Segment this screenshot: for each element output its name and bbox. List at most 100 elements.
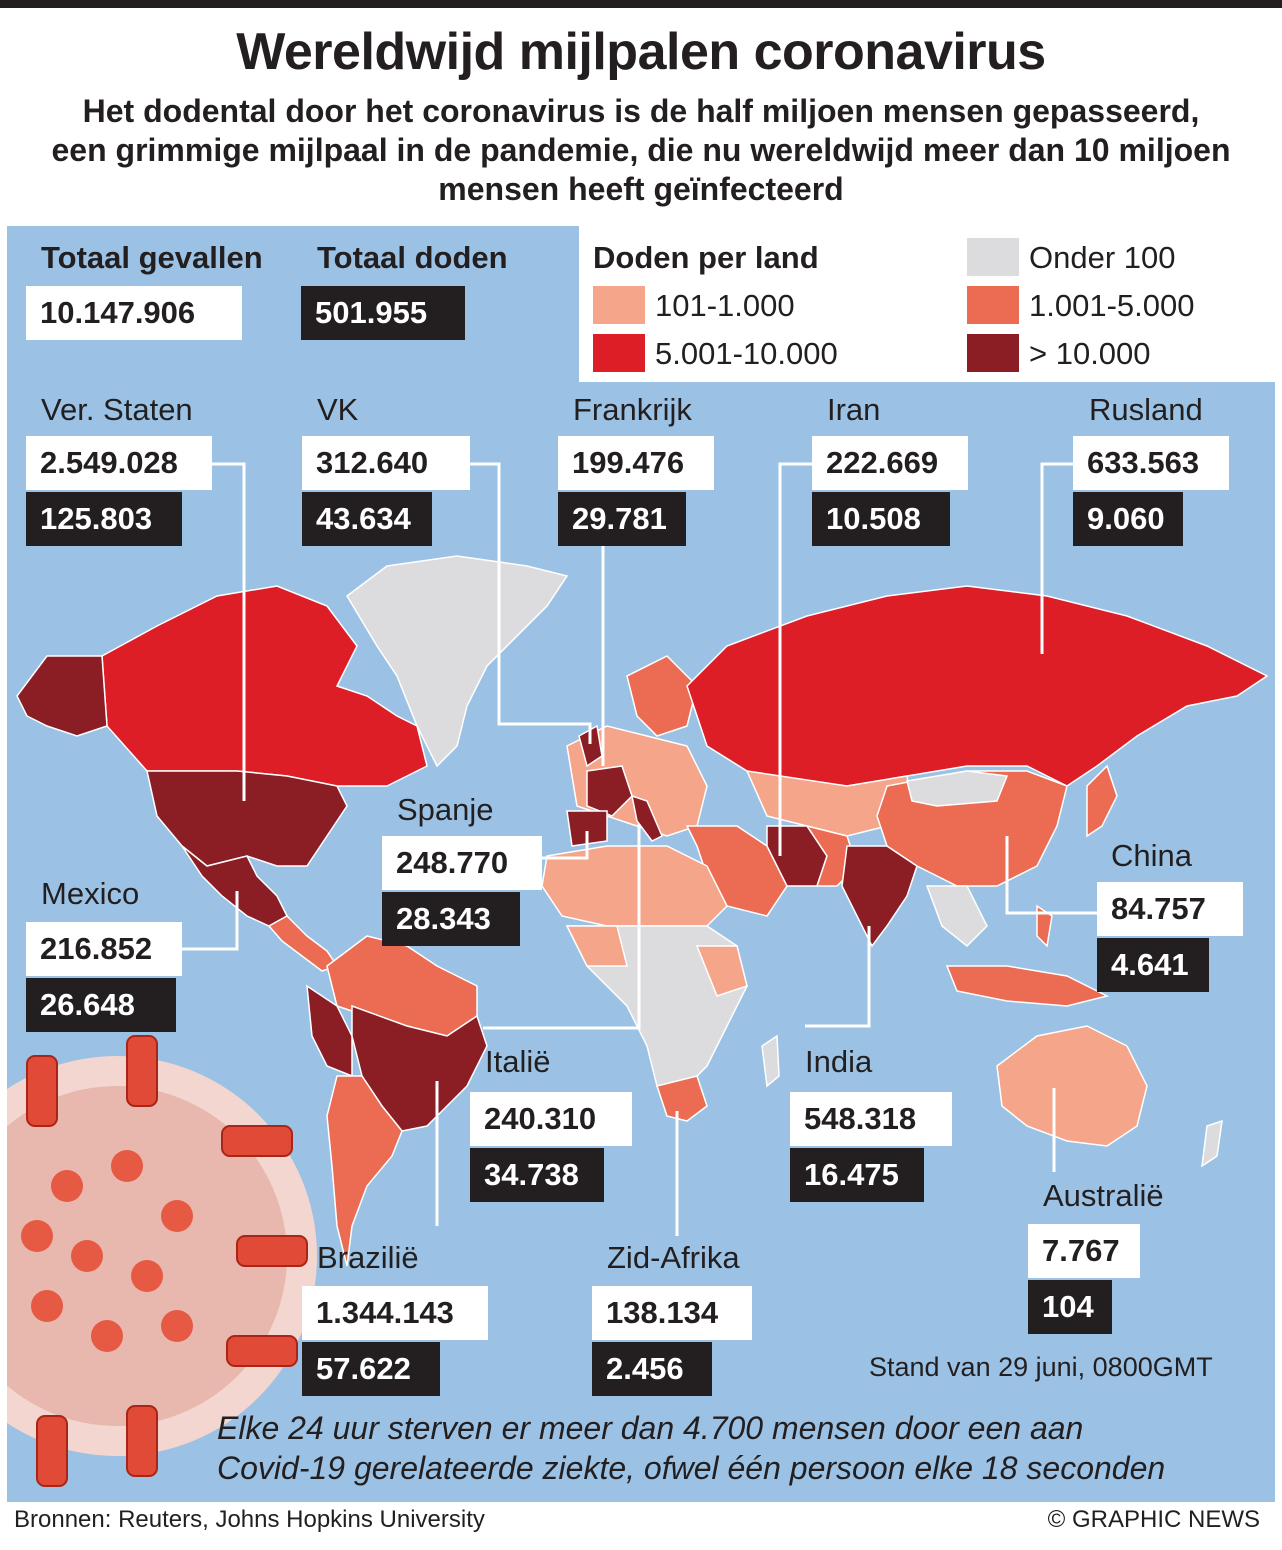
total-cases-value: 10.147.906 [26, 286, 242, 340]
connector-italy [483, 824, 641, 1030]
country-cases-india: 548.318 [790, 1092, 952, 1146]
greenland-shape [346, 555, 569, 768]
italy-shape [631, 794, 663, 842]
country-deaths-italy: 34.738 [470, 1148, 604, 1202]
country-name-us: Ver. Staten [41, 392, 193, 427]
legend: Doden per land Onder 100 101-1.000 1.001… [579, 226, 1275, 382]
world-map [7, 462, 1269, 1487]
legend-label: > 10.000 [1029, 336, 1151, 371]
new-zealand-shape [1201, 1119, 1223, 1168]
country-cases-mexico: 216.852 [26, 922, 182, 976]
country-name-south-africa: Zid-Afrika [607, 1240, 740, 1275]
connector-china [1005, 836, 1101, 915]
legend-label: 101-1.000 [655, 288, 795, 323]
total-deaths-value: 501.955 [301, 286, 465, 340]
subtitle-line: Het dodental door het coronavirus is de … [82, 93, 1200, 129]
mongolia-shape [906, 770, 1009, 807]
legend-swatch [967, 334, 1019, 372]
sources: Bronnen: Reuters, Johns Hopkins Universi… [14, 1506, 485, 1533]
country-deaths-iran: 10.508 [812, 492, 950, 546]
total-deaths-label: Totaal doden [317, 240, 508, 275]
country-cases-spain: 248.770 [382, 836, 542, 890]
country-name-china: China [1111, 838, 1192, 873]
country-name-iran: Iran [827, 392, 881, 427]
virus-illustration [7, 1035, 317, 1487]
map-panel: Totaal gevallen 10.147.906 Totaal doden … [7, 226, 1275, 1502]
legend-label: 1.001-5.000 [1029, 288, 1195, 323]
legend-swatch [967, 238, 1019, 276]
subtitle-line: een grimmige mijlpaal in de pandemie, di… [51, 132, 1231, 168]
russia-shape [686, 585, 1269, 787]
connector-us [207, 462, 246, 801]
central-america-shape [267, 915, 339, 972]
note-line: Elke 24 uur sterven er meer dan 4.700 me… [217, 1410, 1084, 1446]
south-america-north-shape [326, 935, 478, 1037]
legend-swatch [593, 286, 645, 324]
country-deaths-south-africa: 2.456 [592, 1342, 712, 1396]
east-africa-shape [695, 945, 748, 997]
note-line: Covid-19 gerelateerde ziekte, ofwel één … [217, 1450, 1166, 1486]
central-africa-shape [565, 925, 748, 1097]
country-cases-australia: 7.767 [1028, 1224, 1140, 1278]
connector-russia [1040, 462, 1074, 654]
country-name-mexico: Mexico [41, 876, 140, 911]
country-cases-brazil: 1.344.143 [302, 1286, 488, 1340]
madagascar-shape [761, 1034, 780, 1088]
country-cases-us: 2.549.028 [26, 436, 212, 490]
france-shape [586, 765, 633, 817]
country-cases-china: 84.757 [1097, 882, 1243, 936]
southern-cone-shape [326, 1075, 403, 1267]
subtitle-line: mensen heeft geïnfecteerd [438, 171, 844, 207]
timestamp: Stand van 29 juni, 0800GMT [869, 1352, 1213, 1382]
country-deaths-us: 125.803 [26, 492, 182, 546]
country-name-italy: Italië [485, 1044, 551, 1079]
australia-shape [996, 1025, 1148, 1147]
west-africa-shape [565, 925, 628, 967]
legend-swatch [967, 286, 1019, 324]
legend-title: Doden per land [593, 240, 819, 275]
country-name-brazil: Brazilië [317, 1240, 419, 1275]
country-deaths-spain: 28.343 [382, 892, 520, 946]
legend-label: 5.001-10.000 [655, 336, 838, 371]
country-cases-uk: 312.640 [302, 436, 470, 490]
connector-iran [778, 462, 822, 856]
country-deaths-russia: 9.060 [1073, 492, 1183, 546]
connector-mexico [182, 891, 239, 951]
country-deaths-uk: 43.634 [302, 492, 432, 546]
legend-swatch [593, 334, 645, 372]
note: Elke 24 uur sterven er meer dan 4.700 me… [217, 1408, 1257, 1488]
country-cases-russia: 633.563 [1073, 436, 1229, 490]
country-cases-south-africa: 138.134 [592, 1286, 752, 1340]
scandinavia-shape [626, 655, 698, 737]
middle-east-shape [685, 825, 788, 917]
japan-shape [1086, 764, 1118, 838]
connector-spain [541, 831, 589, 860]
spain-shape [566, 810, 608, 847]
country-cases-italy: 240.310 [470, 1092, 632, 1146]
subtitle: Het dodental door het coronavirus is de … [20, 92, 1262, 209]
country-deaths-brazil: 57.622 [302, 1342, 440, 1396]
south-africa-shape [656, 1075, 708, 1122]
credit: © GRAPHIC NEWS [1047, 1506, 1260, 1533]
country-deaths-mexico: 26.648 [26, 978, 176, 1032]
country-name-russia: Rusland [1089, 392, 1203, 427]
country-name-australia: Australië [1043, 1178, 1164, 1213]
country-name-uk: VK [317, 392, 359, 427]
country-name-india: India [805, 1044, 873, 1079]
connector-uk [467, 462, 592, 744]
legend-label: Onder 100 [1029, 240, 1176, 275]
country-cases-iran: 222.669 [812, 436, 968, 490]
usa-shape [146, 770, 348, 867]
alaska-shape [16, 655, 108, 737]
country-deaths-india: 16.475 [790, 1148, 924, 1202]
india-shape [841, 845, 918, 948]
southeast-asia-shape [925, 885, 988, 948]
country-cases-france: 199.476 [558, 436, 714, 490]
country-deaths-australia: 104 [1028, 1280, 1112, 1334]
indonesia-shape [945, 965, 1110, 1007]
country-deaths-china: 4.641 [1097, 938, 1209, 992]
total-cases-label: Totaal gevallen [41, 240, 263, 275]
top-rule [0, 0, 1282, 8]
country-deaths-france: 29.781 [558, 492, 686, 546]
page-title: Wereldwijd mijlpalen coronavirus [236, 23, 1046, 81]
